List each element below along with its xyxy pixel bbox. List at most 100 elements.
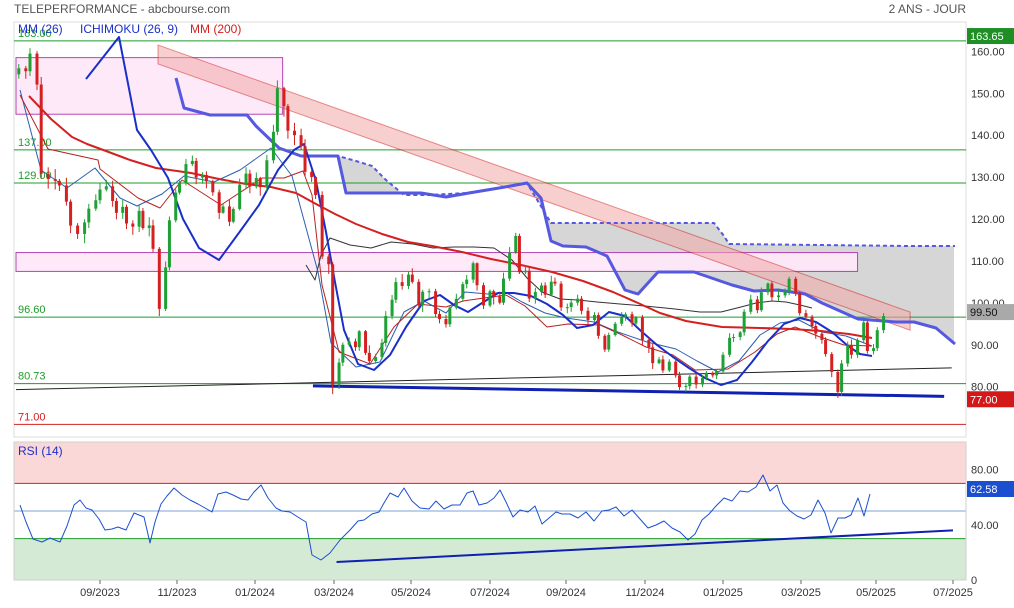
candle-115	[634, 316, 638, 326]
rsi-oversold-zone	[14, 538, 966, 580]
candle-51	[293, 122, 296, 146]
level-label-5: 80.73	[18, 371, 46, 383]
candle-26	[157, 247, 161, 317]
candle-40	[231, 207, 235, 224]
price-axis-tick-9: 80.00	[971, 382, 999, 394]
candle-body	[64, 185, 68, 202]
candle-64	[364, 329, 368, 356]
candle-body	[167, 220, 171, 268]
candle-body	[394, 282, 398, 300]
candle-60	[341, 342, 345, 367]
chikou-line	[305, 237, 813, 313]
candle-129	[711, 371, 715, 378]
candle-156	[856, 338, 860, 358]
candle-body	[849, 345, 853, 355]
candle-body	[498, 296, 502, 303]
x-tick-label-1: 09/2023	[80, 587, 120, 599]
candle-14	[94, 194, 98, 211]
candle-58	[331, 262, 335, 395]
candle-78	[437, 310, 441, 324]
candle-92	[514, 232, 518, 254]
candle-body	[310, 171, 314, 177]
candle-31	[184, 158, 188, 186]
candle-body	[549, 281, 553, 295]
candle-144	[794, 276, 798, 297]
candle-160	[875, 327, 879, 352]
candle-body	[865, 322, 869, 351]
candle-body	[303, 146, 307, 172]
candle-54	[310, 169, 314, 182]
candle-body	[620, 316, 624, 324]
legend-mm26: MM (26)	[18, 22, 63, 36]
candle-body	[755, 299, 759, 311]
price-axis-tick-5: 120.00	[971, 214, 1005, 226]
candle-23	[141, 208, 145, 230]
candle-body	[794, 278, 798, 293]
candle-46	[265, 155, 269, 192]
candle-body	[337, 362, 341, 385]
candle-body	[184, 164, 188, 184]
candle-72	[406, 271, 410, 290]
candle-body	[46, 173, 50, 179]
candle-77	[434, 288, 438, 318]
candle-104	[576, 294, 580, 306]
candle-body	[783, 291, 787, 296]
candle-body	[24, 68, 28, 72]
candle-66	[374, 353, 378, 364]
candle-22	[137, 205, 141, 233]
candle-111	[613, 321, 617, 337]
chart-title: TELEPERFORMANCE - abcbourse.com	[14, 2, 230, 16]
candle-45	[258, 176, 262, 196]
candle-89	[498, 291, 502, 305]
candle-body	[164, 267, 168, 309]
rsi-axis-tick-2: 40.00	[971, 520, 999, 532]
candle-6	[46, 167, 50, 189]
candle-body	[492, 291, 496, 297]
candle-48	[275, 80, 279, 136]
candle-76	[427, 288, 431, 299]
candle-body	[694, 376, 698, 385]
candle-146	[804, 309, 808, 321]
candle-body	[258, 177, 262, 188]
candle-body	[465, 279, 469, 285]
candle-body	[151, 225, 155, 249]
candle-105	[580, 296, 584, 315]
candle-body	[728, 337, 732, 355]
candle-body	[265, 160, 269, 188]
candle-body	[104, 186, 108, 190]
price-badge-bg	[967, 391, 1014, 408]
candle-108	[596, 312, 600, 339]
candle-7	[53, 169, 57, 190]
candle-body	[231, 208, 235, 222]
candle-body	[527, 270, 531, 299]
candle-body	[875, 330, 879, 349]
price-badge-1: 163.65	[967, 28, 1014, 45]
price-badge-2: 99.50	[967, 304, 1014, 321]
candle-body	[374, 357, 378, 362]
candle-body	[824, 339, 828, 355]
candle-body	[427, 291, 431, 293]
candle-158	[865, 320, 869, 354]
period-label: 2 ANS - JOUR	[889, 2, 967, 16]
candle-49	[282, 86, 286, 117]
candle-86	[482, 282, 486, 310]
candle-71	[400, 273, 404, 290]
candle-body	[517, 235, 521, 273]
candle-159	[872, 343, 876, 355]
senkou-span-a	[174, 77, 956, 346]
candle-2	[24, 65, 28, 79]
x-tick-label-4: 03/2024	[314, 587, 354, 599]
x-tick-label-6: 07/2024	[470, 587, 510, 599]
candle-body	[314, 176, 318, 196]
candle-body	[448, 307, 452, 325]
candle-body	[410, 274, 414, 282]
candle-body	[704, 372, 708, 378]
candle-body	[271, 131, 275, 161]
candle-body	[437, 314, 441, 319]
trendline-2	[312, 384, 945, 398]
candle-103	[569, 298, 573, 312]
candle-13	[87, 203, 91, 228]
candle-body	[613, 323, 617, 335]
candle-body	[830, 354, 834, 372]
